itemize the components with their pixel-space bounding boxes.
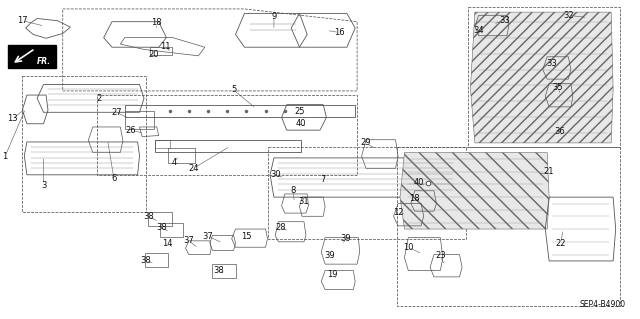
Text: 12: 12 [393, 208, 403, 217]
Text: 24: 24 [188, 164, 198, 173]
Text: 4: 4 [172, 158, 177, 167]
Text: 20: 20 [148, 50, 159, 59]
Text: 37: 37 [184, 236, 194, 245]
Text: 11: 11 [160, 42, 170, 51]
Text: 34: 34 [474, 26, 484, 35]
Text: 27: 27 [111, 108, 122, 117]
Text: 38: 38 [141, 256, 151, 265]
Text: 16: 16 [334, 28, 344, 37]
Text: 1: 1 [3, 152, 8, 161]
Text: 33: 33 [499, 16, 509, 25]
Text: 21: 21 [544, 167, 554, 176]
Text: 29: 29 [361, 138, 371, 147]
Text: 13: 13 [8, 114, 18, 123]
Text: 32: 32 [563, 11, 573, 20]
Text: SEP4-B4900: SEP4-B4900 [580, 300, 626, 309]
Text: 31: 31 [299, 197, 309, 206]
Text: 39: 39 [324, 251, 335, 260]
Text: 36: 36 [555, 127, 565, 136]
Text: 38: 38 [214, 266, 224, 275]
Text: 9: 9 [271, 12, 276, 21]
Polygon shape [470, 12, 613, 143]
Text: 39: 39 [340, 234, 351, 243]
Text: 17: 17 [17, 16, 28, 25]
Text: 10: 10 [403, 243, 413, 252]
Text: FR.: FR. [37, 57, 51, 66]
Text: 26: 26 [126, 126, 136, 135]
Text: 30: 30 [270, 170, 280, 179]
Text: 23: 23 [435, 251, 445, 260]
Polygon shape [400, 152, 549, 229]
Text: 33: 33 [547, 59, 557, 68]
Text: 35: 35 [553, 83, 563, 92]
Polygon shape [8, 45, 56, 68]
Text: 38: 38 [156, 223, 166, 232]
Text: 40: 40 [296, 119, 306, 128]
Text: 5: 5 [231, 85, 236, 94]
Text: 7: 7 [321, 175, 326, 184]
Text: 18: 18 [152, 19, 162, 27]
Text: 3: 3 [41, 181, 46, 189]
Text: 25: 25 [294, 107, 305, 115]
Text: 40: 40 [414, 178, 424, 187]
Text: 18: 18 [410, 194, 420, 203]
Text: 15: 15 [241, 232, 252, 241]
Text: 22: 22 [556, 239, 566, 248]
Text: 6: 6 [111, 174, 116, 183]
Text: 8: 8 [291, 186, 296, 195]
Text: 19: 19 [328, 271, 338, 279]
Text: 14: 14 [163, 239, 173, 248]
Text: 38: 38 [143, 212, 154, 221]
Text: 37: 37 [203, 232, 213, 241]
Text: 2: 2 [97, 94, 102, 103]
Text: 28: 28 [275, 223, 285, 232]
